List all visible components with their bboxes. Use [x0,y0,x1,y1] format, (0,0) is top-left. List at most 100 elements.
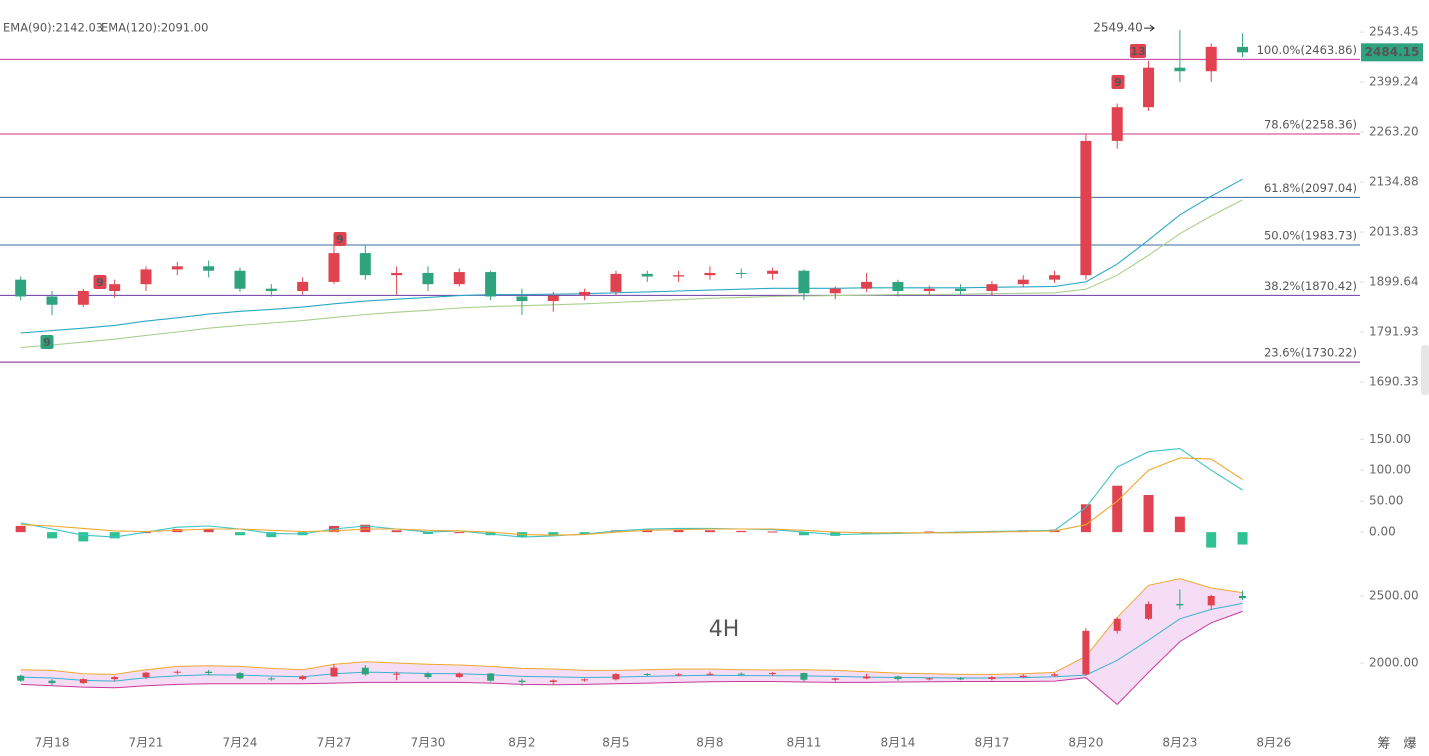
footer-icon[interactable]: 爆 [1403,737,1416,752]
candle-body [704,272,716,276]
candle-body [735,272,747,274]
macd-bar [548,532,559,536]
x-tick-label: 8月20 [1068,736,1103,750]
candle-body [861,281,873,289]
candle-body [612,673,620,680]
high-annotation: 2549.40 [1093,21,1143,35]
indicator-line [20,578,1243,675]
macd-bar [798,532,809,536]
y-tick-label: 1899.64 [1369,275,1419,289]
candle-body [737,673,745,675]
candle-body [547,295,559,302]
macd-bar [15,525,26,533]
candle-body [424,673,432,678]
indicator-line [20,610,1243,706]
candle-body [485,272,497,297]
candle-body [1239,595,1247,599]
candle-body [173,671,181,673]
x-tick-label: 8月17 [974,736,1009,750]
candle-body [236,673,244,679]
y-tick-label: 1791.93 [1369,325,1419,339]
candle-body [297,281,309,291]
macd-bar [360,524,371,533]
y-tick-label: 1690.33 [1369,375,1419,389]
candle-body [673,275,685,277]
candle-body [1207,595,1215,606]
scroll-handle[interactable] [1421,345,1429,395]
fib-label: 78.6%(2258.36) [1264,117,1357,131]
macd-bar [1143,495,1154,533]
x-tick-label: 8月11 [786,736,821,750]
candle-body [234,270,246,289]
macd-bar [391,530,402,533]
candle-body [328,253,340,282]
candle-body [109,284,121,291]
candle-body [1049,275,1061,280]
candle-body [1082,630,1090,675]
macd-bar [924,531,935,533]
fib-label: 50.0%(1983.73) [1264,228,1357,242]
macd-bar [203,529,214,533]
td-marker-label: 9 [1114,76,1122,89]
x-tick-label: 7月21 [129,736,164,750]
candle-body [205,671,213,674]
legend-ema90: EMA(90):2142.03 [3,21,103,35]
y-tick-label: 2399.24 [1369,75,1419,89]
macd-bar [579,532,590,534]
candle-body [831,678,839,680]
candle-body [79,679,87,684]
macd-bar [767,531,778,533]
band-fill [20,578,1243,705]
candle-body [800,673,808,680]
y-tick-label: 150.00 [1369,432,1411,446]
candle-body [579,291,591,296]
candle-body [988,677,996,680]
candle-body [1145,604,1153,619]
candle-body [48,680,56,684]
x-tick-label: 7月18 [35,736,70,750]
candle-body [267,678,275,680]
x-tick-label: 8月23 [1162,736,1197,750]
macd-bar [673,529,684,533]
candle-body [1113,618,1121,631]
candle-body [957,678,965,680]
y-tick-label: 2543.45 [1369,25,1419,39]
candle-body [140,269,152,285]
td-marker [1130,44,1146,58]
candle-body [422,272,434,285]
y-tick-label: 0.00 [1369,525,1396,539]
macd-bar [109,532,120,539]
macd-bar [78,532,89,542]
candle-body [516,296,528,302]
indicator-line [20,448,1243,538]
td-marker [1111,75,1125,89]
macd-bar [642,529,653,533]
candle-body [767,270,779,274]
candle-body [391,272,403,276]
x-tick-label: 7月24 [223,736,258,750]
candle-body [986,284,998,291]
high-arrow [1144,24,1155,32]
y-tick-label: 100.00 [1369,463,1411,477]
candle-body [894,676,902,680]
y-tick-label: 2013.83 [1369,225,1419,239]
macd-bar [1112,485,1123,533]
candle-body [581,679,589,681]
candle-body [1237,46,1249,53]
candle-body [1176,604,1184,606]
footer-icon[interactable]: 筹 [1377,736,1390,752]
y-tick-label: 2263.20 [1369,125,1419,139]
td-marker-label: 9 [43,336,51,349]
x-tick-label: 7月27 [317,736,352,750]
candle-body [1080,140,1092,276]
candle-body [706,673,714,675]
candle-body [923,288,935,291]
candle-body [829,288,841,294]
candle-body [1174,67,1186,72]
price-tag [1361,43,1423,62]
candle-body [77,290,89,305]
td-marker-label: 9 [96,276,104,289]
candle-body [892,281,904,291]
macd-bar [47,532,57,539]
